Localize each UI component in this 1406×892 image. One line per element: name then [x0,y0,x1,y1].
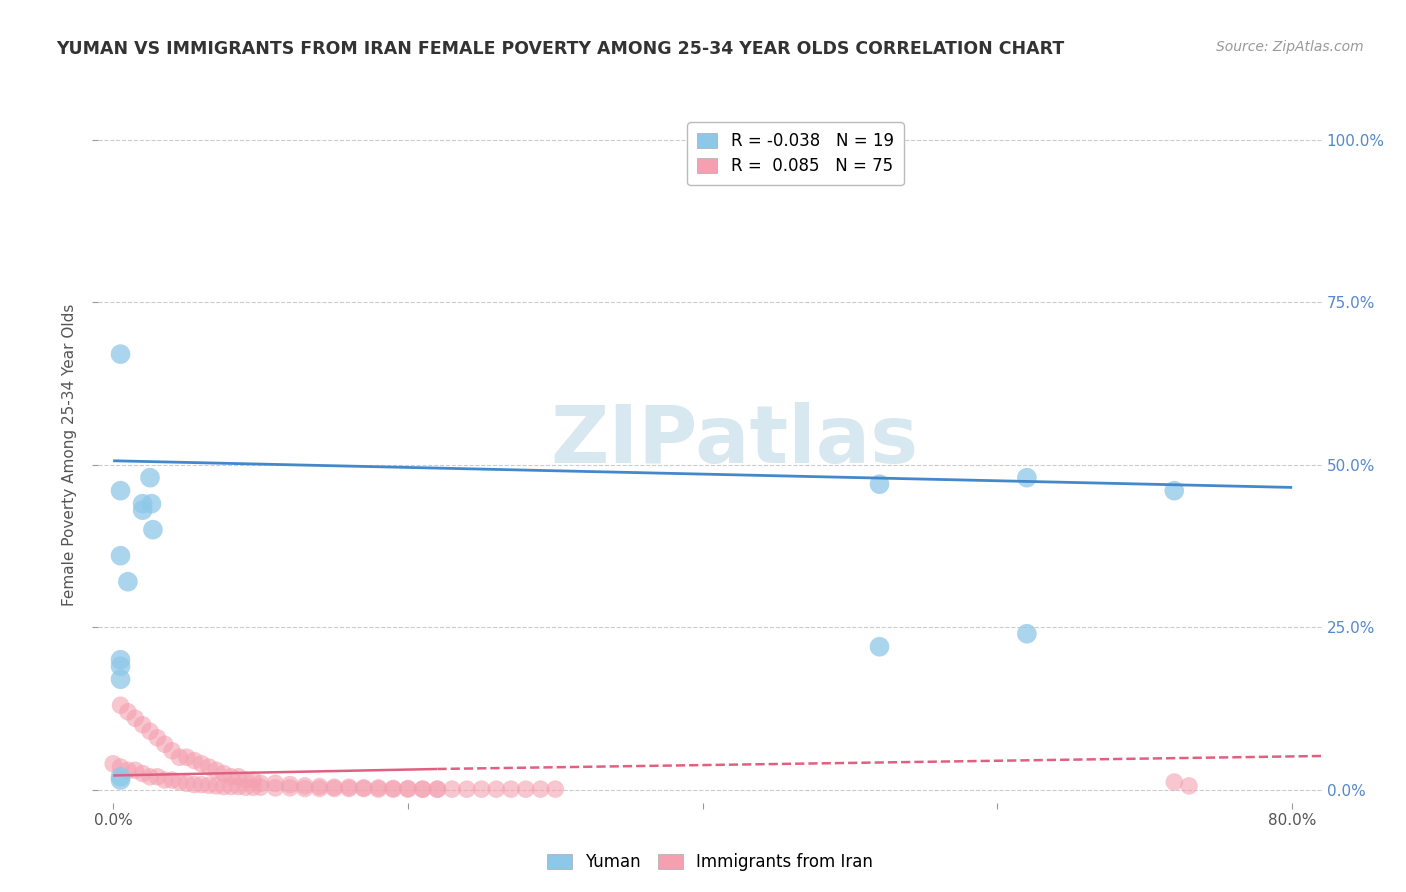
Point [101,756,124,771]
Point [1015,471,1038,485]
Point [169,750,191,764]
Point [441,782,464,797]
Point [110,653,132,667]
Point [160,772,183,787]
Point [308,781,330,796]
Point [426,782,449,797]
Point [294,779,316,793]
Point [131,503,153,517]
Point [426,782,449,797]
Point [278,780,301,795]
Point [515,782,537,797]
Point [228,770,250,784]
Point [205,764,228,778]
Point [396,782,419,797]
Point [219,780,242,794]
Point [190,778,212,792]
Point [396,781,419,796]
Point [264,776,287,790]
Y-axis label: Female Poverty Among 25-34 Year Olds: Female Poverty Among 25-34 Year Olds [62,304,77,606]
Point [1178,779,1201,793]
Point [183,778,205,792]
Text: ZIPatlas: ZIPatlas [550,402,918,480]
Point [212,766,235,780]
Point [190,756,212,771]
Point [146,770,169,784]
Point [242,772,264,787]
Point [278,778,301,792]
Text: Source: ZipAtlas.com: Source: ZipAtlas.com [1216,40,1364,54]
Point [249,780,271,795]
Point [139,724,162,739]
Point [176,750,198,764]
Point [382,781,405,796]
Point [110,483,132,498]
Point [219,770,242,784]
Point [456,782,478,797]
Point [183,754,205,768]
Point [153,772,176,787]
Point [160,744,183,758]
Point [169,775,191,789]
Point [228,780,250,794]
Point [117,574,139,589]
Point [249,776,271,790]
Point [367,780,389,795]
Point [198,778,221,792]
Point [141,497,163,511]
Point [1163,775,1185,789]
Point [117,764,139,778]
Point [153,737,176,751]
Point [412,782,434,797]
Point [337,780,360,795]
Point [131,718,153,732]
Point [337,781,360,796]
Point [353,780,375,795]
Point [110,549,132,563]
Point [124,764,146,778]
Point [131,497,153,511]
Point [367,782,389,797]
Point [544,782,567,797]
Point [485,782,508,797]
Point [110,347,132,361]
Point [529,782,551,797]
Point [139,471,162,485]
Point [110,698,132,713]
Point [323,781,346,796]
Point [131,766,153,780]
Point [110,772,132,787]
Point [308,780,330,794]
Point [146,731,169,745]
Point [198,760,221,774]
Point [110,659,132,673]
Text: YUMAN VS IMMIGRANTS FROM IRAN FEMALE POVERTY AMONG 25-34 YEAR OLDS CORRELATION C: YUMAN VS IMMIGRANTS FROM IRAN FEMALE POV… [56,40,1064,58]
Legend: Yuman, Immigrants from Iran: Yuman, Immigrants from Iran [540,847,880,878]
Point [353,781,375,796]
Point [869,477,891,491]
Point [235,780,257,795]
Point [869,640,891,654]
Point [471,782,494,797]
Point [235,772,257,787]
Point [412,782,434,797]
Point [242,780,264,795]
Point [110,770,132,784]
Point [323,780,346,795]
Point [124,711,146,725]
Point [294,781,316,796]
Point [382,782,405,797]
Point [139,770,162,784]
Point [110,672,132,686]
Point [212,780,235,794]
Point [1163,483,1185,498]
Point [176,776,198,790]
Point [205,779,228,793]
Point [264,780,287,795]
Point [110,760,132,774]
Point [142,523,165,537]
Point [117,705,139,719]
Point [499,782,522,797]
Point [1015,626,1038,640]
